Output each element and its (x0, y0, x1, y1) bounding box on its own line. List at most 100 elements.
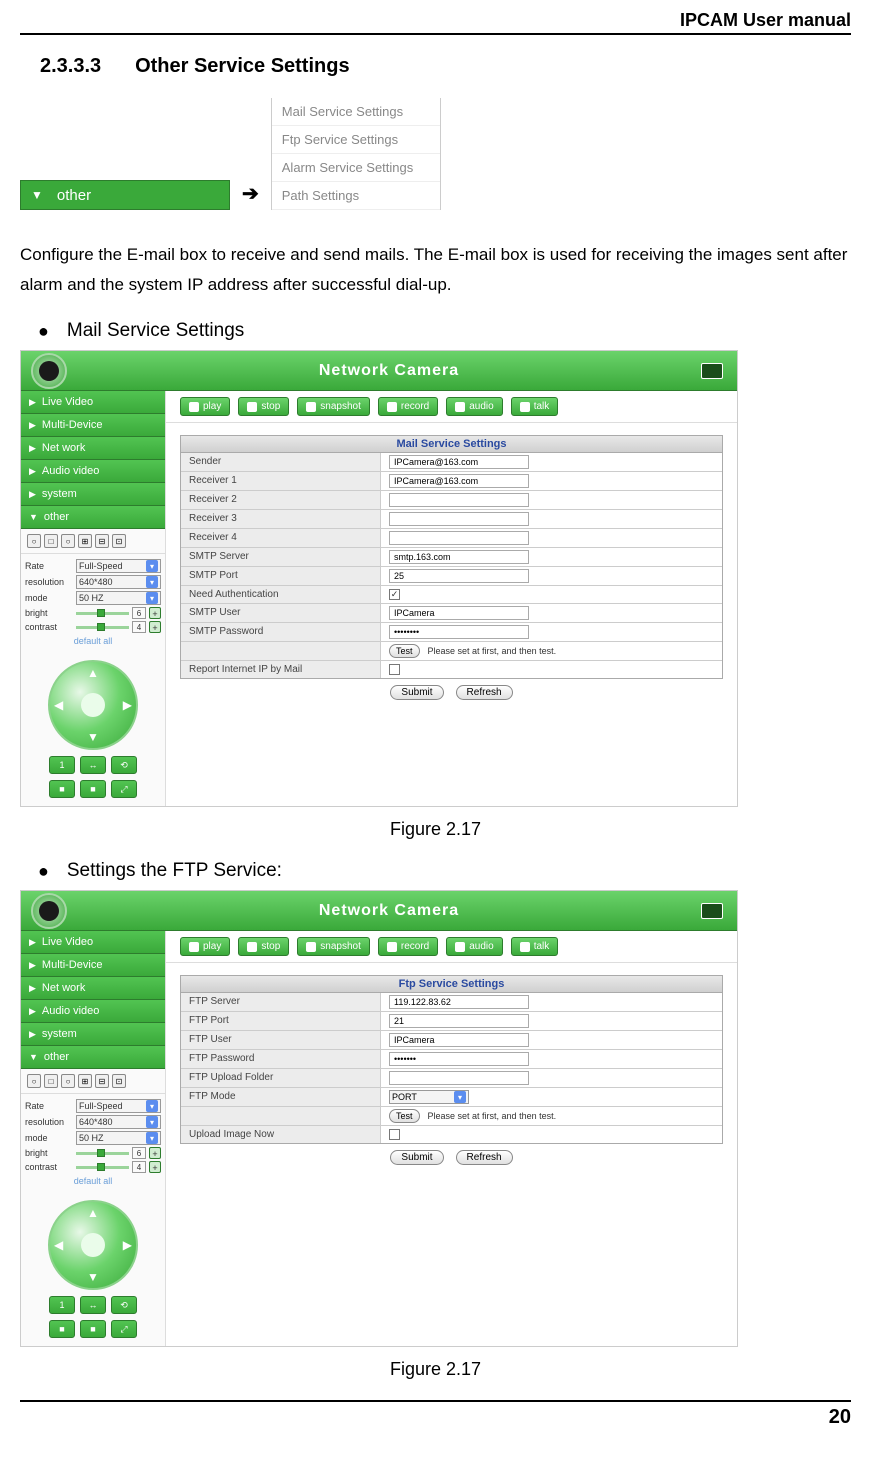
res-select[interactable]: 640*480▾ (76, 575, 161, 589)
plus-icon[interactable]: + (149, 621, 161, 633)
preset-button[interactable]: 1 (49, 756, 75, 774)
record-button[interactable]: record (378, 937, 438, 956)
text-input[interactable]: •••••••• (389, 625, 529, 639)
nav-other[interactable]: other (21, 1046, 165, 1069)
view-icon[interactable]: ○ (27, 534, 41, 548)
arrow-right-icon[interactable]: ▶ (123, 1238, 132, 1252)
monitor-icon[interactable] (701, 363, 723, 379)
arrow-down-icon[interactable]: ▼ (87, 1270, 99, 1284)
ptz-wheel[interactable]: ▲ ▼ ◀ ▶ (48, 1200, 138, 1290)
arrow-down-icon[interactable]: ▼ (87, 730, 99, 744)
view-icon[interactable]: ⊡ (112, 1074, 126, 1088)
nav-live-video[interactable]: Live Video (21, 391, 165, 414)
submenu-item[interactable]: Alarm Service Settings (272, 154, 440, 182)
io-button[interactable]: ■ (80, 1320, 106, 1338)
rate-select[interactable]: Full-Speed▾ (76, 559, 161, 573)
view-icon[interactable]: ⊞ (78, 534, 92, 548)
default-all-link[interactable]: default all (25, 634, 161, 648)
refresh-button[interactable]: Refresh (456, 685, 513, 700)
contrast-slider[interactable]: 4+ (76, 1161, 161, 1173)
io-button[interactable]: ■ (49, 1320, 75, 1338)
text-input[interactable] (389, 493, 529, 507)
text-input[interactable]: IPCamera@163.com (389, 455, 529, 469)
text-input[interactable] (389, 531, 529, 545)
io-button[interactable]: ■ (49, 780, 75, 798)
default-all-link[interactable]: default all (25, 1174, 161, 1188)
monitor-icon[interactable] (701, 903, 723, 919)
text-input[interactable]: smtp.163.com (389, 550, 529, 564)
nav-multi-device[interactable]: Multi-Device (21, 414, 165, 437)
play-button[interactable]: play (180, 397, 230, 416)
text-input[interactable]: 25 (389, 569, 529, 583)
nav-system[interactable]: system (21, 1023, 165, 1046)
io-button[interactable]: ⤢ (111, 1320, 137, 1338)
other-button[interactable]: ▼ other (20, 180, 230, 210)
nav-audio-video[interactable]: Audio video (21, 460, 165, 483)
ptz-wheel[interactable]: ▲ ▼ ◀ ▶ (48, 660, 138, 750)
vpatrol-button[interactable]: ⟲ (111, 1296, 137, 1314)
view-icon[interactable]: ⊟ (95, 534, 109, 548)
hpatrol-button[interactable]: ↔ (80, 1296, 106, 1314)
text-input[interactable] (389, 512, 529, 526)
stop-button[interactable]: stop (238, 397, 289, 416)
text-input[interactable]: ••••••• (389, 1052, 529, 1066)
view-icon[interactable]: □ (44, 534, 58, 548)
talk-button[interactable]: talk (511, 397, 559, 416)
nav-audio-video[interactable]: Audio video (21, 1000, 165, 1023)
audio-button[interactable]: audio (446, 937, 502, 956)
checkbox[interactable] (389, 1129, 400, 1140)
select-input[interactable]: PORT▾ (389, 1090, 469, 1104)
center-button[interactable] (81, 1233, 105, 1257)
checkbox[interactable] (389, 664, 400, 675)
preset-button[interactable]: 1 (49, 1296, 75, 1314)
plus-icon[interactable]: + (149, 607, 161, 619)
view-icon[interactable]: ○ (61, 534, 75, 548)
text-input[interactable]: 119.122.83.62 (389, 995, 529, 1009)
test-button[interactable]: Test (389, 1109, 420, 1123)
text-input[interactable] (389, 1071, 529, 1085)
view-icon[interactable]: □ (44, 1074, 58, 1088)
refresh-button[interactable]: Refresh (456, 1150, 513, 1165)
submenu-item[interactable]: Ftp Service Settings (272, 126, 440, 154)
nav-network[interactable]: Net work (21, 437, 165, 460)
submenu-item[interactable]: Path Settings (272, 182, 440, 210)
view-icon[interactable]: ○ (61, 1074, 75, 1088)
bright-slider[interactable]: 6+ (76, 1147, 161, 1159)
io-button[interactable]: ■ (80, 780, 106, 798)
stop-button[interactable]: stop (238, 937, 289, 956)
rate-select[interactable]: Full-Speed▾ (76, 1099, 161, 1113)
io-button[interactable]: ⤢ (111, 780, 137, 798)
record-button[interactable]: record (378, 397, 438, 416)
mode-select[interactable]: 50 HZ▾ (76, 1131, 161, 1145)
res-select[interactable]: 640*480▾ (76, 1115, 161, 1129)
view-icon[interactable]: ○ (27, 1074, 41, 1088)
plus-icon[interactable]: + (149, 1147, 161, 1159)
arrow-right-icon[interactable]: ▶ (123, 698, 132, 712)
nav-network[interactable]: Net work (21, 977, 165, 1000)
text-input[interactable]: 21 (389, 1014, 529, 1028)
vpatrol-button[interactable]: ⟲ (111, 756, 137, 774)
bright-slider[interactable]: 6+ (76, 607, 161, 619)
contrast-slider[interactable]: 4+ (76, 621, 161, 633)
submit-button[interactable]: Submit (390, 685, 443, 700)
nav-system[interactable]: system (21, 483, 165, 506)
plus-icon[interactable]: + (149, 1161, 161, 1173)
nav-multi-device[interactable]: Multi-Device (21, 954, 165, 977)
view-icon[interactable]: ⊟ (95, 1074, 109, 1088)
submenu-item[interactable]: Mail Service Settings (272, 98, 440, 126)
snapshot-button[interactable]: snapshot (297, 397, 370, 416)
nav-other[interactable]: other (21, 506, 165, 529)
checkbox[interactable]: ✓ (389, 589, 400, 600)
mode-select[interactable]: 50 HZ▾ (76, 591, 161, 605)
snapshot-button[interactable]: snapshot (297, 937, 370, 956)
submit-button[interactable]: Submit (390, 1150, 443, 1165)
audio-button[interactable]: audio (446, 397, 502, 416)
arrow-left-icon[interactable]: ◀ (54, 1238, 63, 1252)
text-input[interactable]: IPCamera (389, 1033, 529, 1047)
view-icon[interactable]: ⊞ (78, 1074, 92, 1088)
nav-live-video[interactable]: Live Video (21, 931, 165, 954)
hpatrol-button[interactable]: ↔ (80, 756, 106, 774)
view-icon[interactable]: ⊡ (112, 534, 126, 548)
text-input[interactable]: IPCamera@163.com (389, 474, 529, 488)
arrow-up-icon[interactable]: ▲ (87, 666, 99, 680)
